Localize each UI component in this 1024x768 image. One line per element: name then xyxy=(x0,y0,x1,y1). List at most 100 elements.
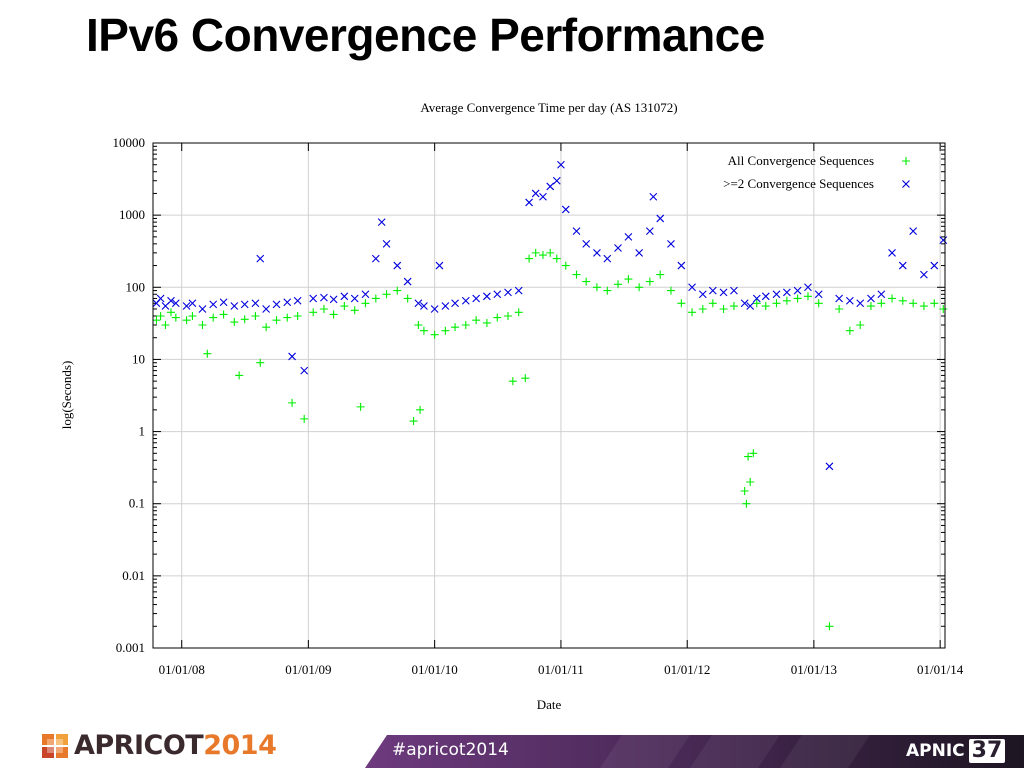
all-sequences-point xyxy=(592,283,601,292)
y-tick-label: 100 xyxy=(126,279,146,294)
all-sequences-point xyxy=(930,299,939,308)
multi-sequences-point xyxy=(182,302,191,310)
multi-sequences-point xyxy=(782,288,791,297)
all-sequences-point xyxy=(403,294,412,303)
all-sequences-point xyxy=(521,374,530,383)
multi-sequences-point xyxy=(761,292,770,301)
all-sequences-point xyxy=(525,254,534,263)
all-sequences-point xyxy=(740,487,749,496)
all-sequences-point xyxy=(251,311,260,320)
all-sequences-point xyxy=(203,349,212,358)
multi-sequences-point xyxy=(867,294,875,303)
multi-sequences-point xyxy=(420,302,428,310)
all-sequences-point xyxy=(749,449,758,458)
multi-sequences-point xyxy=(393,261,402,270)
all-sequences-point xyxy=(309,308,318,317)
multi-sequences-point xyxy=(435,261,444,270)
multi-sequences-point xyxy=(371,254,380,263)
all-sequences-point xyxy=(256,358,265,367)
x-tick-label: 01/01/14 xyxy=(917,662,964,677)
multi-sequences-point xyxy=(414,299,423,308)
legend-label: All Convergence Sequences xyxy=(728,153,874,168)
all-sequences-point xyxy=(793,294,802,303)
all-sequences-point xyxy=(293,311,302,320)
axis-ticks: 0.001 0.01 0.1 1 10 100 1000 10000 01/01/08 01/01… xyxy=(113,135,964,677)
y-tick-label: 0.01 xyxy=(122,568,145,583)
all-sequences-point xyxy=(888,294,897,303)
all-sequences-point xyxy=(531,248,540,257)
all-sequences-point xyxy=(300,414,309,423)
all-sequences-point xyxy=(419,326,428,335)
all-sequences-point xyxy=(898,296,907,305)
convergence-chart: Average Convergence Time per day (AS 131… xyxy=(59,100,964,712)
multi-sequences-point xyxy=(171,299,180,308)
multi-sequences-point xyxy=(835,294,844,303)
all-sequences-point xyxy=(230,318,239,327)
multi-sequences-point xyxy=(635,248,644,257)
all-sequences-point xyxy=(582,277,591,286)
apricot-year: 2014 xyxy=(203,730,277,761)
y-tick-label: 10000 xyxy=(113,135,146,150)
multi-sequences-point xyxy=(793,286,802,295)
footer-hashtag: #apricot2014 xyxy=(392,740,509,760)
multi-sequences-point xyxy=(539,192,547,201)
x-tick-label: 01/01/08 xyxy=(159,662,205,677)
multi-sequences-point xyxy=(909,227,918,236)
multi-sequences-point xyxy=(561,205,570,214)
multi-sequences-point xyxy=(288,352,296,361)
all-sequences-point xyxy=(546,248,555,257)
all-sequences-point xyxy=(761,302,770,311)
multi-sequences-point xyxy=(167,296,175,305)
multi-sequences-point xyxy=(251,299,260,308)
all-sequences-point xyxy=(656,270,665,279)
all-sequences-point xyxy=(350,306,359,315)
multi-sequences-point xyxy=(667,239,675,248)
footer-purple-band xyxy=(365,735,1024,768)
multi-sequences-point xyxy=(930,261,939,270)
multi-sequences-point xyxy=(504,288,512,297)
multi-sequences-point xyxy=(361,290,370,299)
legend-marker xyxy=(902,180,910,188)
multi-sequences-point xyxy=(752,294,761,303)
multi-sequences-point xyxy=(708,286,717,295)
all-sequences-point xyxy=(240,315,249,324)
legend-marker xyxy=(902,157,910,165)
all-sequences-point xyxy=(182,316,191,325)
all-sequences-point xyxy=(329,310,338,319)
all-sequences-point xyxy=(409,417,418,426)
multi-sequences-point xyxy=(272,300,281,309)
multi-sequences-point xyxy=(483,292,491,301)
all-sequences-point xyxy=(209,313,218,322)
all-sequences-point xyxy=(825,622,834,631)
all-sequences-point xyxy=(645,277,654,286)
all-sequences-point xyxy=(493,313,502,322)
all-sequences-point xyxy=(719,305,728,314)
all-sequences-point xyxy=(283,313,292,322)
plot-area-frame xyxy=(152,142,946,649)
y-tick-label: 10 xyxy=(132,351,145,366)
multi-sequences-point xyxy=(403,277,412,286)
multi-sequences-point xyxy=(645,227,654,236)
all-sequences-point xyxy=(371,294,380,303)
slide-title: IPv6 Convergence Performance xyxy=(86,9,765,61)
all-sequences-point xyxy=(272,316,281,325)
apricot-wordmark: APRICOT2014 xyxy=(74,730,277,761)
all-sequences-point xyxy=(729,302,738,311)
multi-sequences-point xyxy=(493,290,502,299)
multi-sequences-point xyxy=(340,292,349,301)
all-sequences-point xyxy=(909,299,918,308)
multi-sequences-point xyxy=(377,218,386,227)
multi-sequences-point xyxy=(698,290,707,299)
all-sequences-point xyxy=(288,398,297,407)
all-sequences-point xyxy=(708,299,717,308)
x-tick-label: 01/01/09 xyxy=(285,662,331,677)
apnic-word: APNIC xyxy=(906,741,965,761)
all-sequences-point xyxy=(877,299,886,308)
all-sequences-point xyxy=(430,330,439,339)
all-sequences-point xyxy=(161,321,170,330)
all-sequences-point xyxy=(235,371,244,380)
multi-sequences-point xyxy=(514,286,523,295)
multi-sequences-point xyxy=(546,182,555,191)
multi-sequences-point xyxy=(740,299,749,308)
all-sequences-point xyxy=(698,305,707,314)
